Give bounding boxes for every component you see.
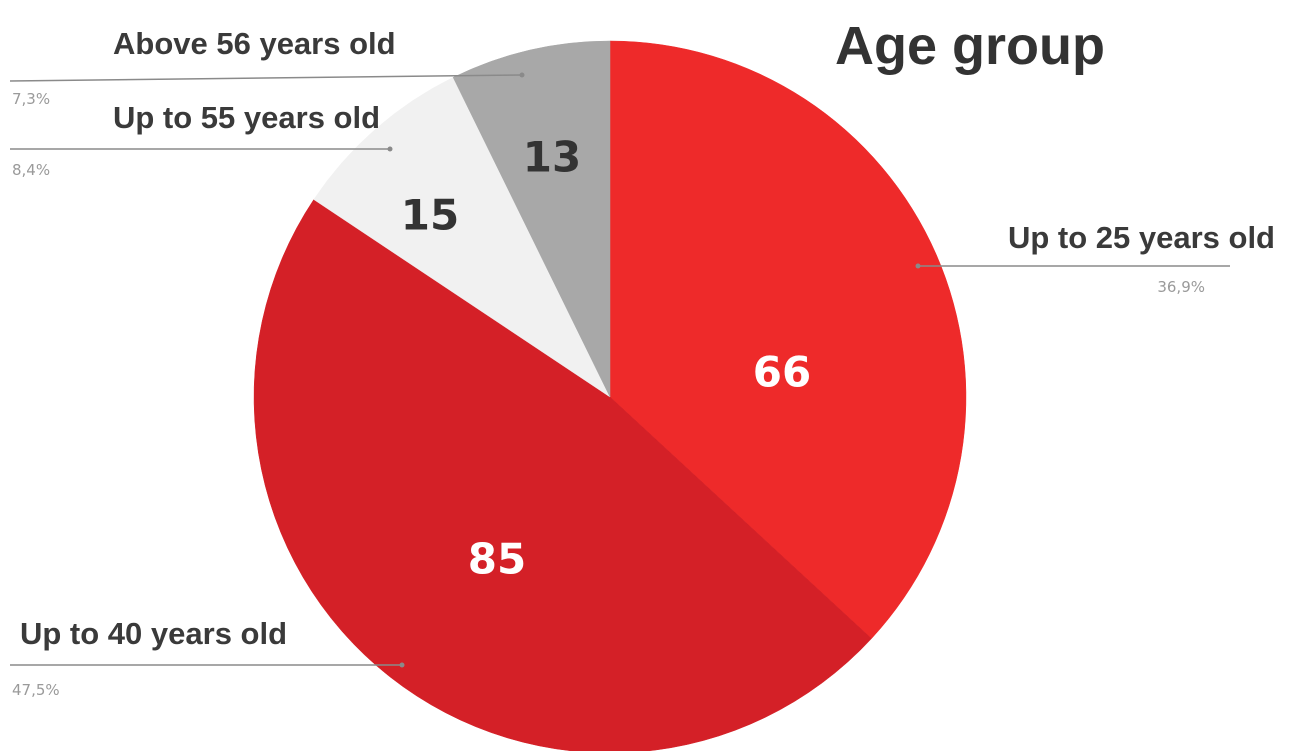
leader-dot [399, 662, 405, 668]
percent-label: 47,5% [12, 681, 60, 699]
pie-slice-up-to-25-years-old [609, 40, 967, 639]
chart-title: Age group [835, 16, 1105, 76]
slice-value-label: 15 [401, 191, 459, 240]
percent-label: 7,3% [12, 90, 50, 108]
slice-value-label: 66 [753, 348, 811, 397]
percent-label: 36,9% [1157, 278, 1205, 296]
pie-slice-above-56-years-old [452, 40, 611, 398]
leader-dot [387, 146, 393, 152]
pie-slice-up-to-40-years-old [253, 199, 872, 751]
legend-label-up-to-40-years-old: Up to 40 years old [20, 616, 287, 651]
pie-slices [253, 40, 967, 751]
slice-value-label: 13 [523, 133, 581, 182]
leader-lines [9, 72, 1230, 668]
legend-label-up-to-55-years-old: Up to 55 years old [113, 100, 380, 135]
leader-dot [519, 72, 525, 78]
pie-slice-up-to-55-years-old [313, 77, 611, 398]
percent-label: 8,4% [12, 161, 50, 179]
value-labels: 66 85 15 13 [401, 133, 811, 584]
slice-value-label: 85 [468, 535, 526, 584]
category-labels: Up to 25 years old 36,9% Up to 40 years ol… [12, 26, 1275, 699]
leader-line [9, 74, 523, 82]
legend-label-up-to-25-years-old: Up to 25 years old [1008, 220, 1275, 255]
leader-dot [915, 263, 921, 269]
legend-label-above-56-years-old: Above 56 years old [113, 26, 396, 61]
